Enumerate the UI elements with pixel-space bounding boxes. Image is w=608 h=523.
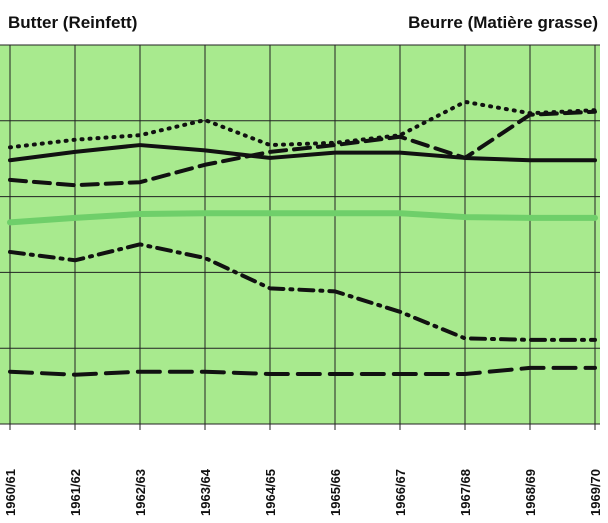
line-series — [8, 365, 597, 377]
line-series — [8, 109, 597, 188]
chart-subtitle: Beurre (Matière grasse) — [408, 13, 598, 32]
line-series — [8, 143, 597, 163]
x-tick-label: 1965/66 — [328, 469, 343, 516]
line-series — [7, 210, 598, 226]
x-tick-label: 1967/68 — [458, 469, 473, 516]
x-tick-label: 1960/61 — [3, 469, 18, 516]
x-tick-label: 1962/63 — [133, 469, 148, 516]
line-series — [8, 242, 597, 342]
x-tick-label: 1969/70 — [588, 469, 603, 516]
x-tick-label: 1968/69 — [523, 469, 538, 516]
x-tick-label: 1964/65 — [263, 469, 278, 516]
x-tick-label: 1963/64 — [198, 468, 213, 516]
x-tick-label: 1961/62 — [68, 469, 83, 516]
chart-title: Butter (Reinfett) — [8, 13, 137, 32]
line-series — [8, 99, 597, 150]
x-tick-label: 1966/67 — [393, 469, 408, 516]
plot-background — [0, 45, 600, 424]
